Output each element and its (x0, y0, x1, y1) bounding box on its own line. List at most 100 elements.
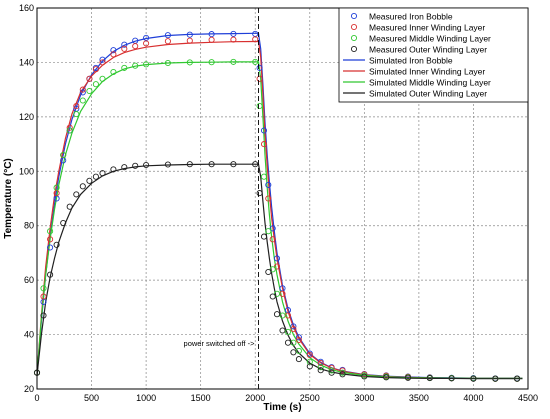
data-point (208, 31, 215, 38)
data-point (186, 161, 193, 168)
data-point (273, 263, 281, 270)
data-point (269, 225, 276, 232)
data-point (295, 347, 302, 354)
data-point (208, 161, 215, 168)
x-tick-label: 500 (84, 393, 99, 403)
annotation-text: power switched off -> (184, 339, 256, 348)
data-point (110, 51, 117, 58)
data-point (208, 36, 215, 43)
x-tick-label: 3500 (409, 393, 429, 403)
data-point (143, 161, 150, 169)
legend-label: Measured Outer Winding Layer (369, 45, 487, 55)
data-point (164, 38, 171, 45)
data-point (47, 236, 54, 243)
plot-frame (36, 7, 529, 390)
legend-marker (350, 23, 358, 31)
data-point (60, 151, 67, 159)
grid (37, 8, 528, 389)
data-point (164, 32, 171, 39)
data-point (265, 195, 272, 202)
axis-ticks: 0 500 1000 1500 2000 2500 3000 3500 4000 4500 20 40… (19, 3, 538, 403)
data-point (260, 173, 268, 180)
data-point (40, 285, 47, 292)
x-tick-label: 2500 (300, 393, 320, 403)
data-point (143, 61, 150, 68)
data-point (306, 358, 313, 365)
legend-label: Simulated Middle Winding Layer (369, 78, 491, 88)
x-axis-title: Time (s) (263, 402, 301, 413)
data-point (273, 311, 281, 318)
data-point (40, 293, 47, 300)
data-point (284, 328, 292, 335)
data-point (256, 75, 263, 82)
data-point (99, 59, 106, 66)
data-point (208, 59, 215, 66)
data-point (47, 271, 54, 278)
data-point (269, 236, 276, 243)
data-point (230, 30, 237, 37)
data-point (66, 127, 73, 134)
y-axis-title: Temperature (°C) (3, 158, 14, 239)
data-point (295, 336, 302, 344)
legend-marker (350, 34, 358, 42)
series-group (33, 30, 523, 382)
data-point (121, 164, 128, 171)
y-tick-label: 40 (24, 330, 34, 340)
data-point (256, 64, 263, 71)
data-point (99, 56, 106, 63)
data-point (339, 367, 346, 374)
data-point (279, 327, 286, 334)
data-point (53, 184, 60, 191)
data-point (339, 371, 346, 378)
legend-label: Simulated Outer Winding Layer (369, 89, 487, 99)
data-point (66, 124, 73, 131)
data-point (290, 323, 297, 330)
data-point (132, 162, 139, 169)
x-tick-label: 2000 (245, 393, 265, 403)
data-point (86, 177, 93, 184)
data-point (295, 356, 302, 363)
data-point (86, 75, 93, 82)
data-point (186, 59, 193, 66)
data-point (79, 183, 86, 190)
data-point (265, 268, 272, 276)
data-point (328, 369, 335, 376)
legend-marker (350, 45, 358, 53)
data-point (99, 75, 106, 82)
data-point (143, 40, 150, 47)
x-tick-label: 1500 (191, 393, 211, 403)
data-point (426, 375, 433, 382)
data-point (252, 161, 259, 168)
data-point (339, 369, 346, 376)
data-point (47, 244, 54, 251)
y-tick-label: 60 (24, 275, 34, 285)
y-tick-label: 120 (19, 112, 34, 122)
data-point (514, 375, 521, 382)
data-point (121, 41, 128, 48)
data-point (492, 375, 499, 382)
data-point (290, 349, 297, 356)
data-point (79, 86, 86, 93)
data-point (317, 367, 324, 374)
data-point (260, 127, 268, 134)
x-tick-label: 4000 (463, 393, 483, 403)
data-point (284, 339, 292, 346)
y-tick-label: 80 (24, 221, 34, 231)
data-point (279, 312, 286, 319)
x-tick-label: 3000 (354, 393, 374, 403)
data-point (86, 87, 93, 95)
data-point (164, 161, 171, 168)
legend-marker (350, 12, 358, 20)
data-point (273, 290, 281, 297)
data-point (121, 45, 128, 52)
data-point (317, 364, 324, 371)
data-point (110, 47, 117, 54)
data-point (269, 293, 276, 300)
data-point (73, 111, 80, 118)
data-point (99, 170, 106, 177)
data-point (252, 58, 259, 65)
data-point (265, 228, 272, 235)
data-point (295, 334, 302, 341)
